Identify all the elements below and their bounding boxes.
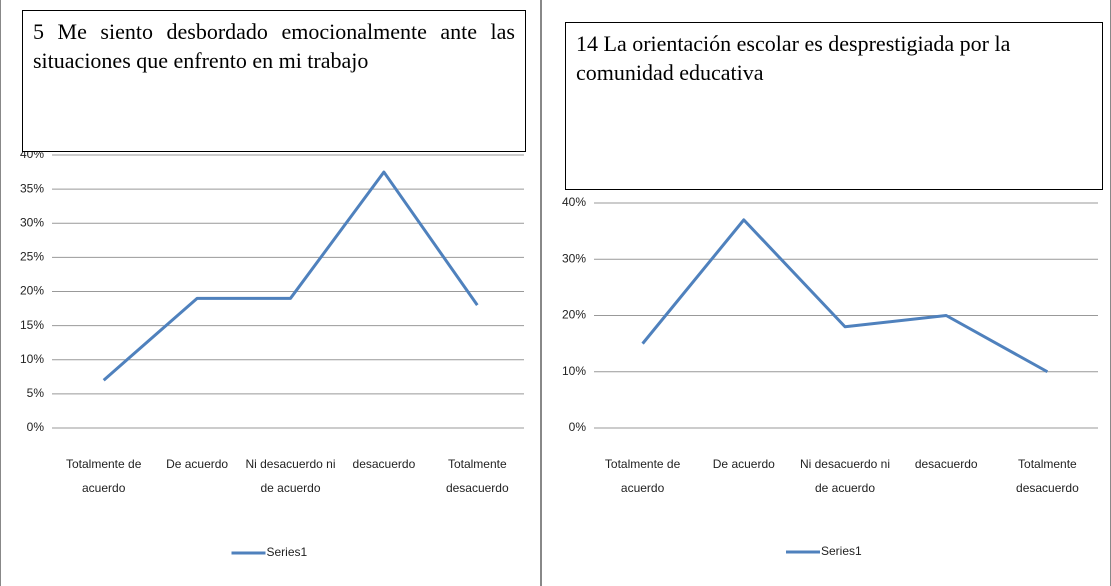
y-tick-label: 10% [20, 352, 44, 366]
chart-title: 5 Me siento desbordado emocionalmente an… [22, 10, 526, 152]
x-tick-label: Totalmente de acuerdo [604, 457, 681, 495]
series-line [102, 170, 479, 382]
y-tick-label: 20% [20, 284, 44, 298]
x-tick-label: De acuerdo [712, 457, 775, 471]
x-tick-label: desacuerdo [352, 457, 416, 471]
x-tick-label: Totalmente desacuerdo [1016, 457, 1079, 495]
cell [0, 0, 541, 586]
legend-label: Series1 [821, 544, 862, 558]
y-tick-label: 40% [562, 195, 586, 209]
y-tick-label: 25% [20, 250, 44, 264]
legend-label: Series1 [267, 545, 308, 559]
y-tick-label: 5% [27, 386, 45, 400]
x-tick-label: Ni desacuerdo ni de acuerdo [799, 457, 891, 495]
y-tick-label: 0% [27, 420, 45, 434]
x-tick-label: Totalmente desacuerdo [445, 457, 509, 495]
series-line [641, 218, 1049, 374]
y-tick-label: 15% [20, 318, 44, 332]
y-tick-label: 0% [569, 420, 587, 434]
y-tick-label: 35% [20, 181, 44, 195]
y-tick-label: 20% [562, 308, 586, 322]
x-tick-label: Ni desacuerdo ni de acuerdo [245, 457, 336, 495]
x-tick-label: De acuerdo [166, 457, 229, 471]
x-tick-label: Totalmente de acuerdo [65, 457, 142, 495]
y-tick-label: 10% [562, 364, 586, 378]
y-tick-label: 30% [562, 251, 586, 265]
x-tick-label: desacuerdo [914, 457, 978, 471]
y-tick-label: 30% [20, 215, 44, 229]
chart-title: 14 La orientación escolar es desprestigi… [565, 22, 1103, 190]
